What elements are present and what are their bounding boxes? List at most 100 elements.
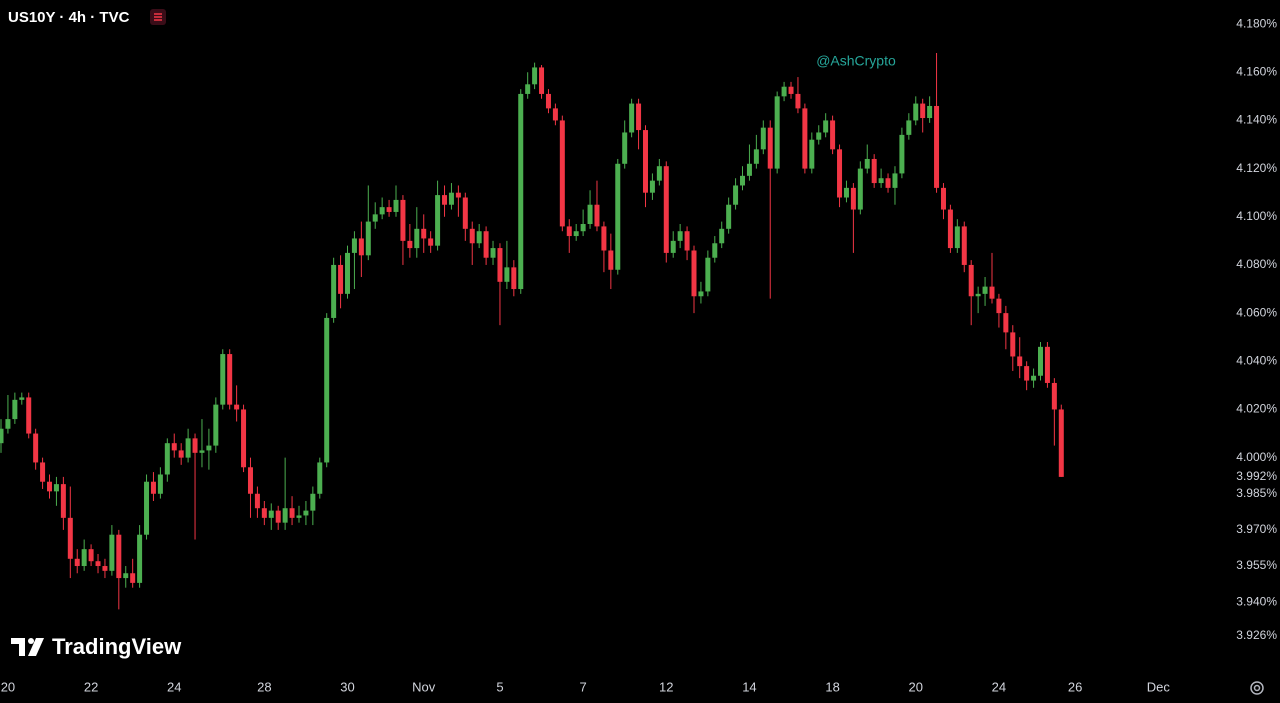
candle-body [0, 428, 4, 444]
candle-body [164, 443, 170, 475]
candle-body [746, 163, 752, 176]
y-tick-label: 4.020% [1236, 402, 1277, 416]
y-tick-label: 3.992% [1236, 469, 1277, 483]
candle-body [497, 248, 503, 282]
y-tick-label: 4.000% [1236, 450, 1277, 464]
candle-body [268, 510, 274, 518]
candle-body [462, 197, 468, 229]
candle-body [982, 286, 988, 294]
candle-body [719, 228, 725, 244]
settings-icon[interactable] [1250, 681, 1264, 695]
candle-body [102, 566, 108, 571]
candle-body [906, 120, 912, 135]
candle-body [414, 228, 420, 249]
candle-body [227, 354, 233, 405]
x-tick-label: 24 [992, 679, 1006, 694]
candle-body [532, 67, 538, 85]
candle-body [1058, 409, 1064, 477]
candle-body [40, 462, 46, 482]
candle-body [303, 510, 309, 516]
brand-name: TradingView [52, 634, 182, 659]
candle-body [247, 467, 253, 494]
candle-body [920, 103, 926, 119]
candle-body [850, 187, 856, 210]
candle-body [282, 508, 288, 523]
candle-body [629, 103, 635, 133]
x-tick-label: Dec [1147, 679, 1171, 694]
candle-body [899, 134, 905, 174]
candle-body [109, 534, 115, 571]
candle-body [435, 195, 441, 246]
candle-body [483, 231, 489, 258]
x-tick-label: Nov [412, 679, 436, 694]
candle-body [144, 481, 150, 535]
candle-body [587, 204, 593, 224]
candle-body [157, 474, 163, 494]
candle-body [802, 108, 808, 169]
candle-body [33, 433, 39, 463]
candle-body [206, 445, 212, 451]
candle-body [289, 508, 295, 518]
x-tick-label: 26 [1068, 679, 1082, 694]
candle-body [913, 103, 919, 121]
candle-body [934, 105, 940, 188]
candle-body [338, 264, 344, 294]
candle-body [504, 267, 510, 282]
candle-body [968, 264, 974, 297]
candle-body [1031, 375, 1037, 381]
candle-body [116, 534, 122, 579]
y-tick-label: 4.040% [1236, 353, 1277, 367]
candle-body [954, 226, 960, 249]
candle-body [940, 187, 946, 210]
candle-body [740, 175, 746, 186]
y-tick-label: 4.060% [1236, 305, 1277, 319]
candle-body [421, 228, 427, 239]
candle-body [774, 96, 780, 169]
candle-body [386, 207, 392, 212]
y-tick-label: 4.180% [1236, 16, 1277, 30]
brand-logo [11, 638, 44, 656]
candle-body [642, 130, 648, 193]
candle-body [317, 462, 323, 494]
candle-body [130, 573, 136, 583]
candle-body [573, 231, 579, 237]
candle-body [843, 187, 849, 198]
x-tick-label: 20 [909, 679, 923, 694]
indicator-icon[interactable] [150, 9, 166, 25]
candle-body [53, 484, 59, 492]
candle-body [823, 120, 829, 133]
candle-body [455, 192, 461, 198]
candle-body [192, 438, 198, 453]
candle-body [622, 132, 628, 164]
candle-body [469, 228, 475, 244]
x-tick-label: 28 [257, 679, 271, 694]
candle-body [1044, 346, 1050, 383]
y-tick-label: 3.955% [1236, 558, 1277, 572]
x-tick-label: 24 [167, 679, 181, 694]
candle-body [254, 493, 260, 509]
candle-body [712, 243, 718, 258]
candle-body [372, 214, 378, 222]
candle-body [698, 291, 704, 297]
x-tick-label: 12 [659, 679, 673, 694]
x-tick-label: 20 [1, 679, 15, 694]
y-tick-label: 4.140% [1236, 113, 1277, 127]
candle-body [781, 86, 787, 97]
candle-body [525, 84, 531, 94]
candle-body [753, 149, 759, 164]
candle-body [684, 231, 690, 251]
candle-body [878, 178, 884, 184]
candle-body [615, 163, 621, 270]
candle-body [705, 257, 711, 292]
candle-body [559, 120, 565, 227]
candle-body [1017, 356, 1023, 367]
y-tick-label: 4.080% [1236, 257, 1277, 271]
candle-body [670, 240, 676, 253]
candle-body [871, 158, 877, 184]
candle-body [88, 549, 94, 562]
candle-body [351, 238, 357, 253]
candle-body [1038, 346, 1043, 376]
x-tick-label: 30 [340, 679, 354, 694]
candle-body [1024, 366, 1030, 381]
candle-body [816, 132, 822, 140]
